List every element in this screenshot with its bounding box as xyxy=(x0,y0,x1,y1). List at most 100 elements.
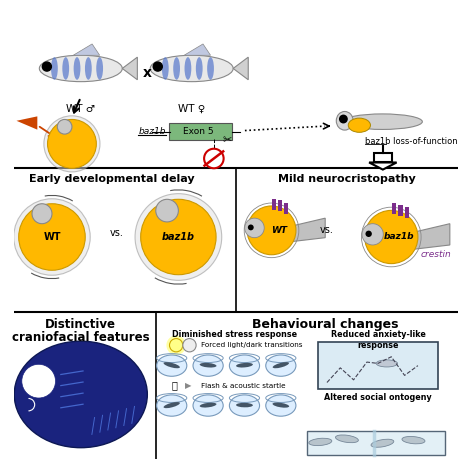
Circle shape xyxy=(170,338,183,352)
Bar xyxy=(278,200,283,211)
Text: Altered social ontogeny: Altered social ontogeny xyxy=(324,393,432,402)
Ellipse shape xyxy=(73,57,81,80)
Text: crestin: crestin xyxy=(420,250,451,259)
Text: baz1b loss-of-function: baz1b loss-of-function xyxy=(365,137,457,146)
Text: x: x xyxy=(143,66,152,80)
Circle shape xyxy=(153,62,162,71)
Text: WT: WT xyxy=(271,226,287,235)
Text: Flash & acoustic startle: Flash & acoustic startle xyxy=(201,383,285,389)
Circle shape xyxy=(14,199,90,275)
Ellipse shape xyxy=(343,114,422,129)
Ellipse shape xyxy=(14,341,147,447)
Ellipse shape xyxy=(193,355,223,376)
Text: WT: WT xyxy=(43,232,61,242)
FancyBboxPatch shape xyxy=(169,123,232,140)
Text: vs.: vs. xyxy=(320,225,334,236)
Ellipse shape xyxy=(266,395,296,416)
Ellipse shape xyxy=(62,57,69,80)
Circle shape xyxy=(339,115,348,123)
Circle shape xyxy=(57,119,72,134)
Circle shape xyxy=(44,116,100,172)
Ellipse shape xyxy=(200,363,217,367)
Circle shape xyxy=(183,338,196,352)
Ellipse shape xyxy=(173,57,180,80)
Circle shape xyxy=(365,210,418,264)
Circle shape xyxy=(204,149,224,168)
Ellipse shape xyxy=(193,395,223,416)
Ellipse shape xyxy=(164,362,180,368)
Text: WT ♂: WT ♂ xyxy=(66,104,95,114)
Circle shape xyxy=(135,194,222,280)
Text: ✂: ✂ xyxy=(222,136,232,146)
Circle shape xyxy=(362,224,383,245)
Polygon shape xyxy=(284,218,325,243)
FancyBboxPatch shape xyxy=(374,153,392,163)
Ellipse shape xyxy=(309,438,332,446)
Polygon shape xyxy=(122,57,137,80)
Text: WT ♀: WT ♀ xyxy=(178,104,205,114)
Circle shape xyxy=(166,336,186,355)
Ellipse shape xyxy=(164,402,180,408)
Ellipse shape xyxy=(229,395,260,416)
Text: Mild neurocristopathy: Mild neurocristopathy xyxy=(278,174,416,184)
Ellipse shape xyxy=(266,355,296,376)
Text: baz1b: baz1b xyxy=(138,128,166,137)
Circle shape xyxy=(141,199,216,275)
FancyBboxPatch shape xyxy=(307,431,445,455)
Text: craniofacial features: craniofacial features xyxy=(12,331,150,344)
Ellipse shape xyxy=(39,55,122,82)
Ellipse shape xyxy=(376,360,398,367)
Circle shape xyxy=(245,218,264,237)
Bar xyxy=(272,199,276,210)
Ellipse shape xyxy=(162,57,169,80)
Circle shape xyxy=(42,62,51,71)
Bar xyxy=(398,205,403,216)
Ellipse shape xyxy=(156,355,187,376)
Ellipse shape xyxy=(371,439,394,447)
Circle shape xyxy=(32,204,52,224)
Ellipse shape xyxy=(150,55,233,82)
Bar xyxy=(405,207,410,219)
Ellipse shape xyxy=(156,395,187,416)
Ellipse shape xyxy=(402,437,425,444)
Text: ⏰: ⏰ xyxy=(172,381,178,391)
Ellipse shape xyxy=(336,111,353,130)
Ellipse shape xyxy=(207,57,214,80)
Text: Behavioural changes: Behavioural changes xyxy=(252,318,398,331)
Polygon shape xyxy=(233,57,248,80)
Text: Distinctive: Distinctive xyxy=(46,318,116,331)
Ellipse shape xyxy=(200,403,217,408)
Polygon shape xyxy=(17,116,37,130)
Text: ▶: ▶ xyxy=(185,381,191,390)
FancyBboxPatch shape xyxy=(318,342,438,389)
Circle shape xyxy=(47,119,96,168)
Ellipse shape xyxy=(348,118,371,132)
Circle shape xyxy=(156,199,178,222)
Circle shape xyxy=(247,206,296,255)
Ellipse shape xyxy=(273,362,289,368)
Text: Diminished stress response: Diminished stress response xyxy=(172,330,297,339)
Text: Early developmental delay: Early developmental delay xyxy=(29,174,195,184)
Polygon shape xyxy=(405,224,450,250)
Ellipse shape xyxy=(196,57,202,80)
Ellipse shape xyxy=(229,355,260,376)
Ellipse shape xyxy=(85,57,92,80)
Text: Forced light/dark transitions: Forced light/dark transitions xyxy=(201,342,302,348)
Text: baz1b: baz1b xyxy=(384,233,415,241)
Circle shape xyxy=(248,225,254,230)
Text: Exon 5: Exon 5 xyxy=(183,128,214,137)
Ellipse shape xyxy=(51,57,58,80)
Polygon shape xyxy=(369,163,397,170)
Circle shape xyxy=(365,231,372,237)
Ellipse shape xyxy=(236,403,253,407)
Ellipse shape xyxy=(236,363,253,367)
Circle shape xyxy=(22,365,55,398)
Polygon shape xyxy=(73,44,100,55)
Bar xyxy=(284,202,288,214)
Ellipse shape xyxy=(336,435,358,443)
Text: Reduced anxiety-like
response: Reduced anxiety-like response xyxy=(330,330,426,349)
Ellipse shape xyxy=(273,402,289,408)
Text: vs.: vs. xyxy=(109,228,123,237)
Ellipse shape xyxy=(184,57,191,80)
Text: baz1b: baz1b xyxy=(162,232,195,242)
